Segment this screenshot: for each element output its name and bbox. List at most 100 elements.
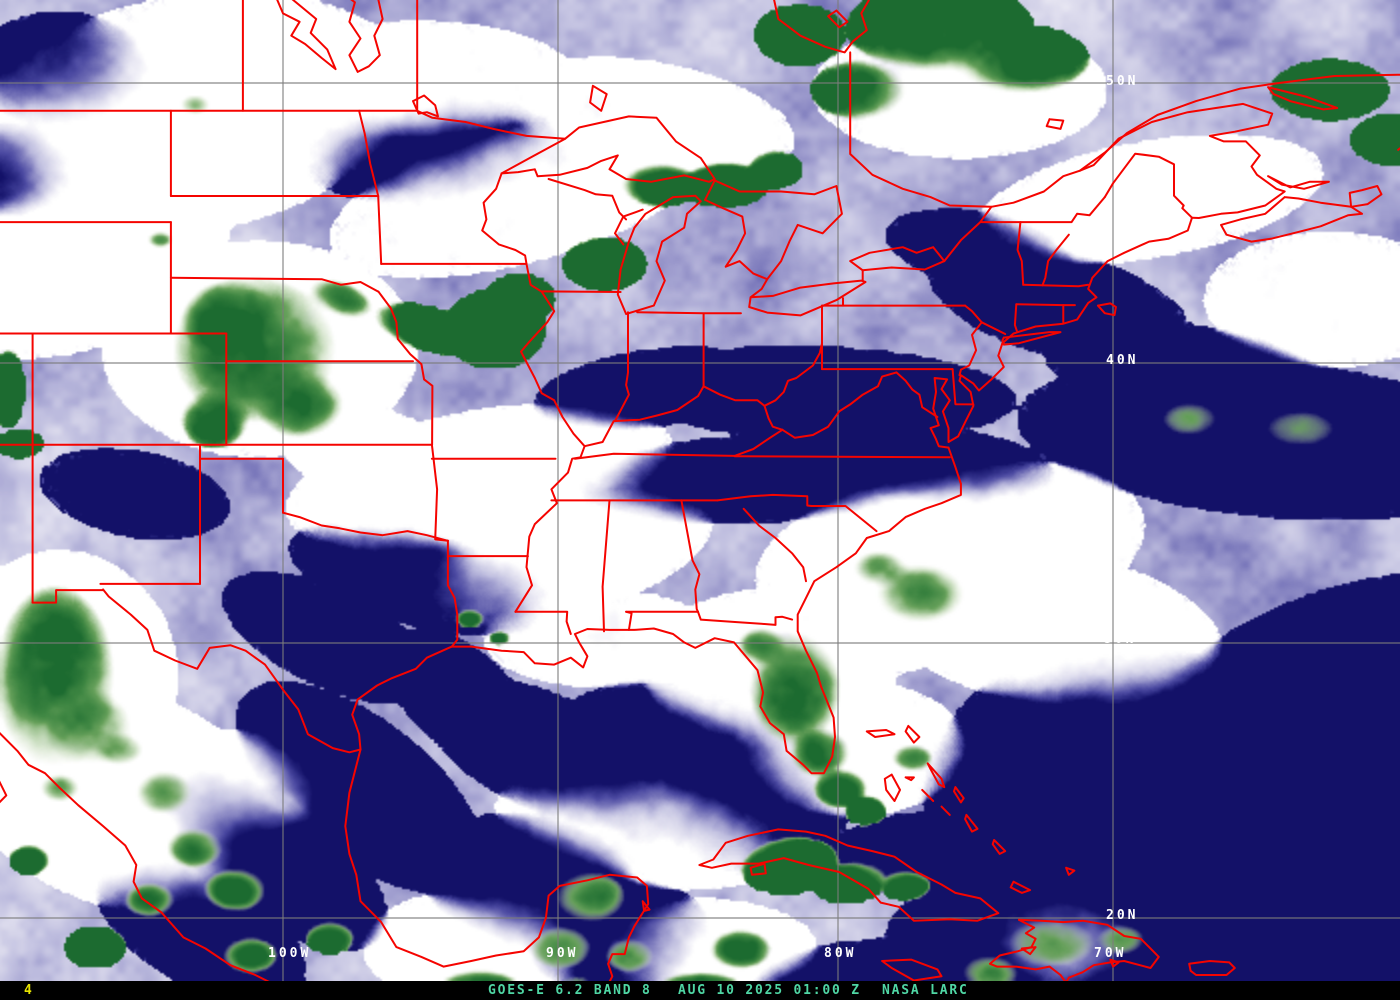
boundary-line bbox=[416, 109, 567, 140]
boundary-line bbox=[102, 588, 362, 754]
boundary-line bbox=[614, 208, 644, 246]
boundary-line bbox=[169, 276, 380, 293]
boundary-line bbox=[1016, 221, 1025, 286]
boundary-line bbox=[276, 0, 337, 71]
caption-bar: 4 GOES-E 6.2 BAND 8 AUG 10 2025 01:00 Z … bbox=[0, 981, 1400, 1000]
boundary-line bbox=[951, 368, 975, 406]
boundary-line bbox=[1109, 958, 1120, 968]
boundary-line bbox=[1188, 960, 1236, 976]
boundary-line bbox=[697, 610, 794, 626]
boundary-line bbox=[849, 51, 993, 208]
boundary-line bbox=[881, 958, 943, 981]
boundary-line bbox=[481, 172, 528, 265]
boundary-line bbox=[573, 452, 736, 460]
boundary-line bbox=[953, 786, 965, 804]
boundary-line bbox=[926, 762, 946, 789]
boundary-line bbox=[1267, 175, 1330, 190]
boundary-line bbox=[964, 813, 979, 833]
boundary-line bbox=[1001, 216, 1193, 345]
boundary-line bbox=[430, 443, 449, 542]
boundary-line bbox=[1015, 303, 1076, 307]
boundary-line bbox=[614, 311, 630, 423]
longitude-label: 70W bbox=[1094, 946, 1127, 961]
boundary-line bbox=[446, 539, 459, 648]
boundary-line bbox=[773, 0, 871, 54]
boundary-line bbox=[904, 724, 921, 744]
boundary-line bbox=[0, 780, 8, 804]
boundary-line bbox=[583, 342, 823, 448]
boundary-line bbox=[377, 195, 383, 265]
latitude-label: 40N bbox=[1106, 353, 1139, 368]
boundary-line bbox=[377, 290, 434, 446]
boundary-line bbox=[989, 918, 1066, 981]
boundary-line bbox=[1001, 331, 1062, 346]
longitude-label: 90W bbox=[546, 946, 579, 961]
latitude-label: 20N bbox=[1106, 908, 1139, 923]
longitude-label: 80W bbox=[824, 946, 857, 961]
satellite-band-label: GOES-E 6.2 BAND 8 bbox=[488, 983, 652, 998]
boundary-line bbox=[929, 342, 1005, 449]
boundary-line bbox=[763, 404, 784, 431]
boundary-line bbox=[1220, 196, 1364, 243]
boundary-line bbox=[1041, 233, 1070, 287]
frame-number: 4 bbox=[24, 983, 34, 998]
boundary-line bbox=[940, 805, 951, 816]
boundary-line bbox=[547, 178, 628, 221]
boundary-line bbox=[904, 776, 915, 782]
boundary-line bbox=[1348, 185, 1383, 208]
boundary-line bbox=[636, 311, 742, 315]
boundary-line bbox=[1096, 302, 1117, 317]
boundary-line bbox=[1267, 86, 1339, 111]
boundary-line bbox=[1078, 102, 1286, 219]
boundary-line bbox=[980, 196, 1106, 224]
boundary-line bbox=[0, 731, 270, 981]
boundary-line bbox=[733, 428, 784, 457]
boundary-line bbox=[827, 9, 849, 29]
boundary-line bbox=[540, 290, 622, 293]
boundary-line bbox=[849, 246, 946, 272]
boundary-line bbox=[1020, 946, 1037, 956]
boundary-line bbox=[412, 94, 439, 118]
boundary-line bbox=[895, 371, 939, 418]
boundary-line bbox=[680, 499, 701, 613]
boundary-line bbox=[991, 839, 1007, 855]
boundary-line bbox=[1045, 118, 1065, 130]
longitude-label: 100W bbox=[268, 946, 312, 961]
boundary-line bbox=[1013, 303, 1018, 332]
latitude-label: 30N bbox=[1104, 632, 1137, 647]
boundary-line bbox=[31, 588, 105, 604]
boundary-line bbox=[641, 900, 651, 912]
boundary-line bbox=[921, 788, 935, 802]
boundary-line bbox=[589, 84, 608, 112]
latitude-label: 50N bbox=[1106, 74, 1139, 89]
boundary-line bbox=[748, 278, 867, 317]
boundary-line bbox=[514, 610, 572, 635]
boundary-line bbox=[282, 511, 449, 542]
boundary-line bbox=[514, 445, 586, 613]
boundary-line bbox=[601, 499, 611, 633]
boundary-line bbox=[616, 194, 702, 315]
boundary-line bbox=[865, 729, 896, 738]
boundary-line bbox=[781, 371, 898, 439]
boundary-line bbox=[500, 115, 716, 183]
boundary-line bbox=[742, 507, 807, 583]
boundary-line bbox=[625, 610, 633, 631]
boundary-line bbox=[733, 455, 951, 459]
boundary-line bbox=[358, 109, 380, 197]
boundary-line bbox=[704, 179, 843, 281]
boundary-line bbox=[1022, 283, 1090, 288]
boundary-line bbox=[1065, 866, 1076, 876]
boundary-line bbox=[883, 773, 901, 802]
timestamp-label: AUG 10 2025 01:00 Z bbox=[678, 983, 861, 998]
boundary-line bbox=[1009, 880, 1032, 894]
boundary-line bbox=[980, 321, 1007, 335]
agency-label: NASA LARC bbox=[882, 983, 969, 998]
boundary-line bbox=[749, 862, 767, 876]
boundary-line bbox=[348, 0, 384, 73]
boundary-line bbox=[1103, 152, 1193, 219]
